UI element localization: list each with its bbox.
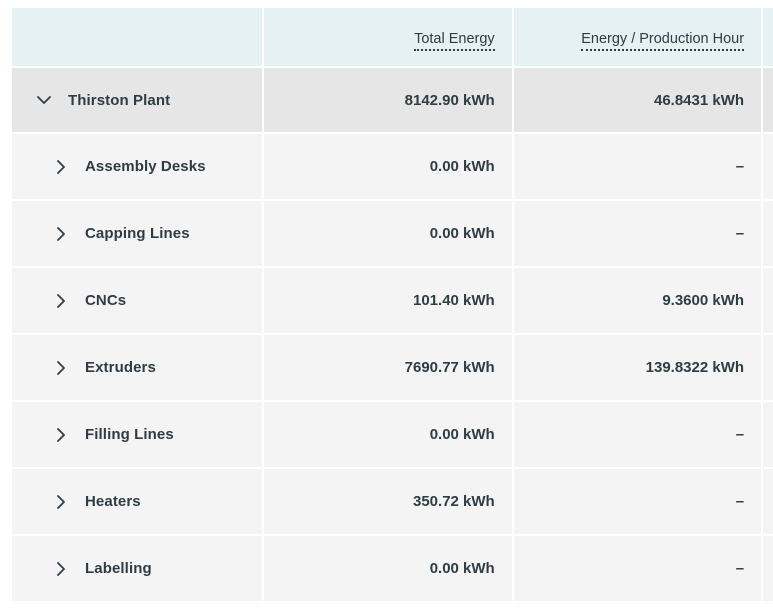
row-total-value: 0.00 kWh (429, 225, 495, 242)
row-per-hour-value: – (735, 560, 745, 577)
row-per-hour-cell: – (513, 536, 762, 601)
table-row-heaters[interactable]: Heaters 350.72 kWh – (12, 469, 773, 534)
row-name: Labelling (85, 560, 152, 577)
row-name: CNCs (85, 292, 127, 309)
table-row-capping-lines[interactable]: Capping Lines 0.00 kWh – (12, 201, 773, 266)
row-total-value: 7690.77 kWh (404, 359, 495, 376)
row-per-hour-cell: – (513, 402, 762, 467)
row-name: Assembly Desks (85, 158, 206, 175)
row-name-cell: Extruders (12, 335, 310, 400)
row-per-hour-value: – (735, 426, 745, 443)
row-extra-cell (763, 402, 773, 467)
header-extra-cell (763, 8, 773, 66)
row-per-hour-value: – (735, 158, 745, 175)
table-row-extruders[interactable]: Extruders 7690.77 kWh 139.8322 kWh (12, 335, 773, 400)
header-energy-per-hour[interactable]: Energy / Production Hour (513, 8, 762, 66)
plant-total-value: 8142.90 kWh (404, 91, 495, 109)
plant-name: Thirston Plant (68, 91, 171, 109)
table-header: Total Energy Energy / Production Hour (12, 8, 773, 66)
row-per-hour-value: 139.8322 kWh (645, 359, 745, 376)
chevron-right-icon[interactable] (54, 360, 68, 375)
row-total-cell: 0.00 kWh (264, 536, 512, 601)
plant-per-hour-cell: 46.8431 kWh (513, 68, 762, 132)
row-extra-cell (763, 536, 773, 601)
row-per-hour-cell: – (513, 469, 762, 534)
row-name-cell: Assembly Desks (12, 134, 310, 199)
row-per-hour-value: 9.3600 kWh (662, 292, 745, 309)
row-name: Filling Lines (85, 426, 174, 443)
row-extra-cell (763, 268, 773, 333)
row-per-hour-value: – (735, 493, 745, 510)
row-per-hour-cell: – (513, 201, 762, 266)
row-name-cell: Filling Lines (12, 402, 310, 467)
chevron-down-icon[interactable] (37, 93, 51, 107)
row-name-cell: Capping Lines (12, 201, 310, 266)
chevron-right-icon[interactable] (54, 561, 68, 576)
row-name: Capping Lines (85, 225, 190, 242)
chevron-right-icon[interactable] (54, 427, 68, 442)
row-name-cell: CNCs (12, 268, 310, 333)
row-total-cell: 7690.77 kWh (264, 335, 512, 400)
table-row-cncs[interactable]: CNCs 101.40 kWh 9.3600 kWh (12, 268, 773, 333)
row-total-value: 0.00 kWh (429, 560, 495, 577)
header-total-energy-label[interactable]: Total Energy (414, 31, 495, 51)
row-total-value: 0.00 kWh (429, 426, 495, 443)
row-total-cell: 0.00 kWh (264, 402, 512, 467)
row-total-cell: 350.72 kWh (264, 469, 512, 534)
table-row-filling-lines[interactable]: Filling Lines 0.00 kWh – (12, 402, 773, 467)
row-per-hour-cell: 9.3600 kWh (513, 268, 762, 333)
row-name: Heaters (85, 493, 141, 510)
chevron-right-icon[interactable] (54, 494, 68, 509)
plant-total-cell: 8142.90 kWh (264, 68, 512, 132)
chevron-right-icon[interactable] (54, 159, 68, 174)
chevron-right-icon[interactable] (54, 226, 68, 241)
row-extra-cell (763, 335, 773, 400)
row-per-hour-value: – (735, 225, 745, 242)
header-name-cell (12, 8, 263, 66)
header-energy-per-hour-label[interactable]: Energy / Production Hour (581, 31, 745, 51)
plant-extra-cell (763, 68, 773, 132)
row-total-cell: 0.00 kWh (264, 201, 512, 266)
row-per-hour-cell: 139.8322 kWh (513, 335, 762, 400)
row-total-cell: 0.00 kWh (264, 134, 512, 199)
row-extra-cell (763, 201, 773, 266)
row-total-value: 101.40 kWh (413, 292, 495, 309)
row-per-hour-cell: – (513, 134, 762, 199)
row-name-cell: Labelling (12, 536, 310, 601)
row-total-value: 350.72 kWh (413, 493, 495, 510)
row-total-cell: 101.40 kWh (264, 268, 512, 333)
row-name: Extruders (85, 359, 156, 376)
plant-name-cell: Thirston Plant (12, 68, 263, 132)
row-total-value: 0.00 kWh (429, 158, 495, 175)
row-extra-cell (763, 134, 773, 199)
table-row-assembly-desks[interactable]: Assembly Desks 0.00 kWh – (12, 134, 773, 199)
row-name-cell: Heaters (12, 469, 310, 534)
row-extra-cell (763, 469, 773, 534)
chevron-right-icon[interactable] (54, 293, 68, 308)
header-total-energy[interactable]: Total Energy (264, 8, 512, 66)
table-row-plant[interactable]: Thirston Plant 8142.90 kWh 46.8431 kWh (12, 68, 773, 132)
table-row-labelling[interactable]: Labelling 0.00 kWh – (12, 536, 773, 601)
plant-per-hour-value: 46.8431 kWh (653, 91, 745, 109)
